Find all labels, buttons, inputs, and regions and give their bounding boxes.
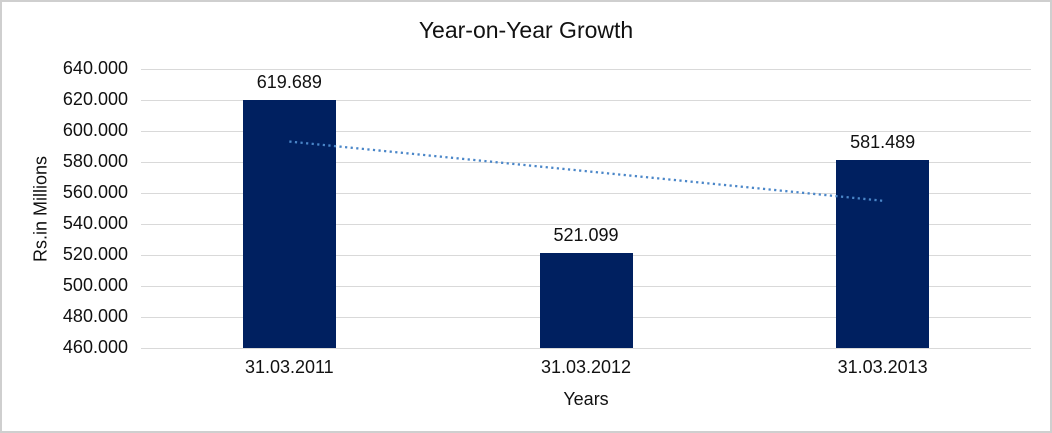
y-axis-tick-label: 600.000 bbox=[62, 120, 128, 140]
gridline bbox=[141, 347, 1031, 349]
y-axis-tick-label: 520.000 bbox=[62, 244, 128, 264]
gridline bbox=[141, 130, 1031, 132]
x-axis-tick-label: 31.03.2013 bbox=[837, 357, 928, 377]
bar-31.03.2013 bbox=[836, 159, 930, 348]
gridline bbox=[141, 223, 1031, 225]
y-axis-tick-label: 460.000 bbox=[62, 337, 128, 357]
y-axis-tick-label: 500.000 bbox=[62, 275, 128, 295]
bar-31.03.2011 bbox=[242, 100, 336, 348]
y-axis-tick-label: 620.000 bbox=[62, 89, 128, 109]
x-axis-tick-label: 31.03.2012 bbox=[540, 357, 632, 377]
y-axis-tick-label: 580.000 bbox=[62, 151, 128, 171]
bar-31.03.2012 bbox=[539, 253, 633, 348]
bar-data-label: 521.099 bbox=[553, 225, 619, 246]
bar-data-label: 581.489 bbox=[850, 131, 916, 152]
bar-data-label: 619.689 bbox=[256, 72, 322, 93]
gridline bbox=[141, 99, 1031, 101]
x-axis-tick-label: 31.03.2011 bbox=[244, 357, 334, 377]
chart-title: Year-on-Year Growth bbox=[418, 17, 634, 43]
gridline bbox=[141, 68, 1031, 70]
y-axis-tick-label: 540.000 bbox=[62, 213, 128, 233]
x-axis-title: Years bbox=[563, 389, 609, 409]
y-axis-tick-label: 640.000 bbox=[62, 58, 128, 78]
y-axis-tick-label: 480.000 bbox=[62, 306, 128, 326]
y-axis-tick-label: 560.000 bbox=[62, 182, 128, 202]
